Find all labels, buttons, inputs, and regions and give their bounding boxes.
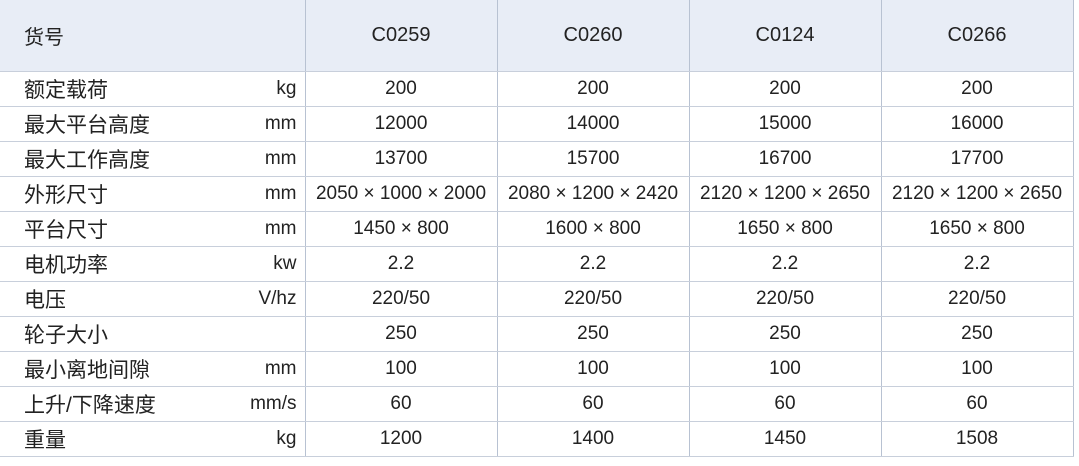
table-row: 重量 kg 1200 1400 1450 1508 xyxy=(0,421,1074,457)
spec-value: 15700 xyxy=(497,141,690,177)
spec-value: 1508 xyxy=(881,421,1074,457)
spec-value: 250 xyxy=(881,316,1074,352)
table-row: 额定载荷 kg 200 200 200 200 xyxy=(0,71,1074,107)
table-body: 货号 C0259 C0260 C0124 C0266 额定载荷 kg 200 200 200 200… xyxy=(0,0,1074,457)
table-row: 电压 V/hz 220/50 220/50 220/50 220/50 xyxy=(0,281,1074,317)
row-unit: kw xyxy=(232,246,306,282)
spec-value: 1600 × 800 xyxy=(497,211,690,247)
spec-value: 2.2 xyxy=(497,246,690,282)
row-label: 重量 xyxy=(0,421,232,457)
row-unit: mm xyxy=(232,351,306,387)
spec-value: 2080 × 1200 × 2420 xyxy=(497,176,690,212)
row-label: 最小离地间隙 xyxy=(0,351,232,387)
table-row: 轮子大小 250 250 250 250 xyxy=(0,316,1074,352)
spec-value: 2120 × 1200 × 2650 xyxy=(881,176,1074,212)
row-unit: V/hz xyxy=(232,281,306,317)
spec-value: 60 xyxy=(881,386,1074,422)
table-row: 电机功率 kw 2.2 2.2 2.2 2.2 xyxy=(0,246,1074,282)
model-header: C0259 xyxy=(305,0,498,72)
spec-value: 100 xyxy=(497,351,690,387)
table-row: 最小离地间隙 mm 100 100 100 100 xyxy=(0,351,1074,387)
spec-value: 100 xyxy=(689,351,882,387)
spec-value: 250 xyxy=(497,316,690,352)
row-label: 外形尺寸 xyxy=(0,176,232,212)
spec-value: 13700 xyxy=(305,141,498,177)
row-label: 上升/下降速度 xyxy=(0,386,232,422)
row-label: 最大工作高度 xyxy=(0,141,232,177)
row-label: 平台尺寸 xyxy=(0,211,232,247)
spec-value: 1450 xyxy=(689,421,882,457)
row-unit: mm xyxy=(232,211,306,247)
row-unit: kg xyxy=(232,71,306,107)
table-row: 最大平台高度 mm 12000 14000 15000 16000 xyxy=(0,106,1074,142)
spec-value: 1650 × 800 xyxy=(689,211,882,247)
spec-value: 1400 xyxy=(497,421,690,457)
table-row: 货号 C0259 C0260 C0124 C0266 xyxy=(0,0,1074,72)
spec-value: 1200 xyxy=(305,421,498,457)
table-row: 平台尺寸 mm 1450 × 800 1600 × 800 1650 × 800 1650… xyxy=(0,211,1074,247)
row-label: 最大平台高度 xyxy=(0,106,232,142)
spec-value: 60 xyxy=(305,386,498,422)
spec-table: 货号 C0259 C0260 C0124 C0266 额定载荷 kg 200 200 200 200… xyxy=(0,0,1074,457)
row-unit: kg xyxy=(232,421,306,457)
spec-value: 250 xyxy=(689,316,882,352)
model-header: C0260 xyxy=(497,0,690,72)
spec-value: 220/50 xyxy=(689,281,882,317)
spec-value: 220/50 xyxy=(497,281,690,317)
spec-value: 1650 × 800 xyxy=(881,211,1074,247)
row-unit xyxy=(232,316,306,352)
spec-value: 200 xyxy=(305,71,498,107)
row-label: 额定载荷 xyxy=(0,71,232,107)
header-title: 货号 xyxy=(0,0,306,72)
row-unit: mm xyxy=(232,141,306,177)
spec-value: 16700 xyxy=(689,141,882,177)
row-unit: mm xyxy=(232,106,306,142)
row-label: 电压 xyxy=(0,281,232,317)
spec-value: 100 xyxy=(305,351,498,387)
spec-value: 60 xyxy=(497,386,690,422)
spec-value: 200 xyxy=(689,71,882,107)
spec-value: 2.2 xyxy=(305,246,498,282)
spec-value: 2120 × 1200 × 2650 xyxy=(689,176,882,212)
spec-value: 12000 xyxy=(305,106,498,142)
model-header: C0124 xyxy=(689,0,882,72)
spec-value: 2.2 xyxy=(689,246,882,282)
table-row: 外形尺寸 mm 2050 × 1000 × 2000 2080 × 1200 × 24… xyxy=(0,176,1074,212)
spec-value: 100 xyxy=(881,351,1074,387)
spec-value: 15000 xyxy=(689,106,882,142)
row-label: 轮子大小 xyxy=(0,316,232,352)
spec-value: 2050 × 1000 × 2000 xyxy=(305,176,498,212)
spec-value: 60 xyxy=(689,386,882,422)
row-label: 电机功率 xyxy=(0,246,232,282)
spec-value: 14000 xyxy=(497,106,690,142)
spec-value: 200 xyxy=(881,71,1074,107)
row-unit: mm xyxy=(232,176,306,212)
spec-value: 2.2 xyxy=(881,246,1074,282)
spec-value: 1450 × 800 xyxy=(305,211,498,247)
model-header: C0266 xyxy=(881,0,1074,72)
spec-value: 200 xyxy=(497,71,690,107)
spec-value: 250 xyxy=(305,316,498,352)
table-row: 上升/下降速度 mm/s 60 60 60 60 xyxy=(0,386,1074,422)
spec-value: 17700 xyxy=(881,141,1074,177)
table-row: 最大工作高度 mm 13700 15700 16700 17700 xyxy=(0,141,1074,177)
row-unit: mm/s xyxy=(232,386,306,422)
spec-value: 220/50 xyxy=(881,281,1074,317)
spec-value: 16000 xyxy=(881,106,1074,142)
spec-value: 220/50 xyxy=(305,281,498,317)
